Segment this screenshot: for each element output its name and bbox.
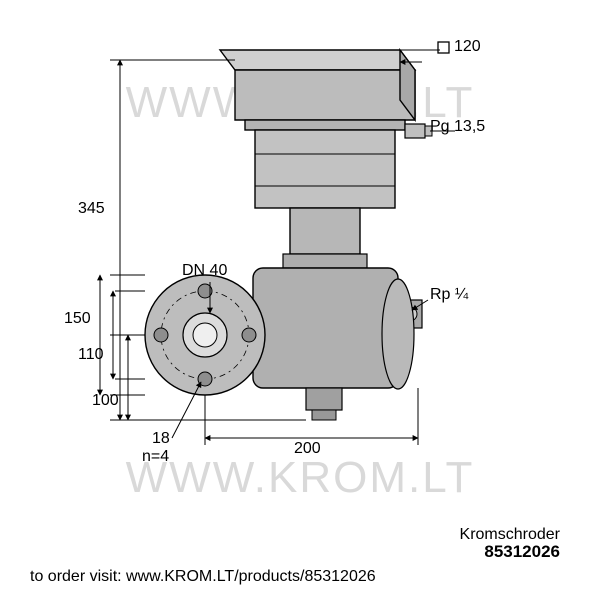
order-url: to order visit: www.KROM.LT/products/853…	[30, 568, 376, 586]
dim-200: 200	[294, 440, 321, 458]
dim-345: 345	[78, 200, 105, 218]
cable-gland	[405, 124, 432, 138]
valve-drawing	[0, 0, 600, 600]
dim-120: 120	[454, 38, 481, 56]
actuator-cap	[220, 50, 415, 130]
dim-dn40: DN 40	[182, 262, 227, 280]
part-number: 85312026	[484, 542, 560, 562]
neck	[283, 208, 367, 268]
junction-box	[255, 130, 395, 208]
dim-rp14: Rp ¼	[430, 286, 468, 304]
dim-150: 150	[64, 310, 91, 328]
dim-100: 100	[92, 392, 119, 410]
dim-110: 110	[78, 346, 104, 364]
inlet-flange	[145, 275, 265, 395]
dim-pg: Pg 13,5	[430, 118, 485, 136]
dim-n4: n=4	[142, 448, 169, 466]
square-symbol-icon	[438, 42, 449, 53]
dim-18: 18	[152, 430, 170, 448]
